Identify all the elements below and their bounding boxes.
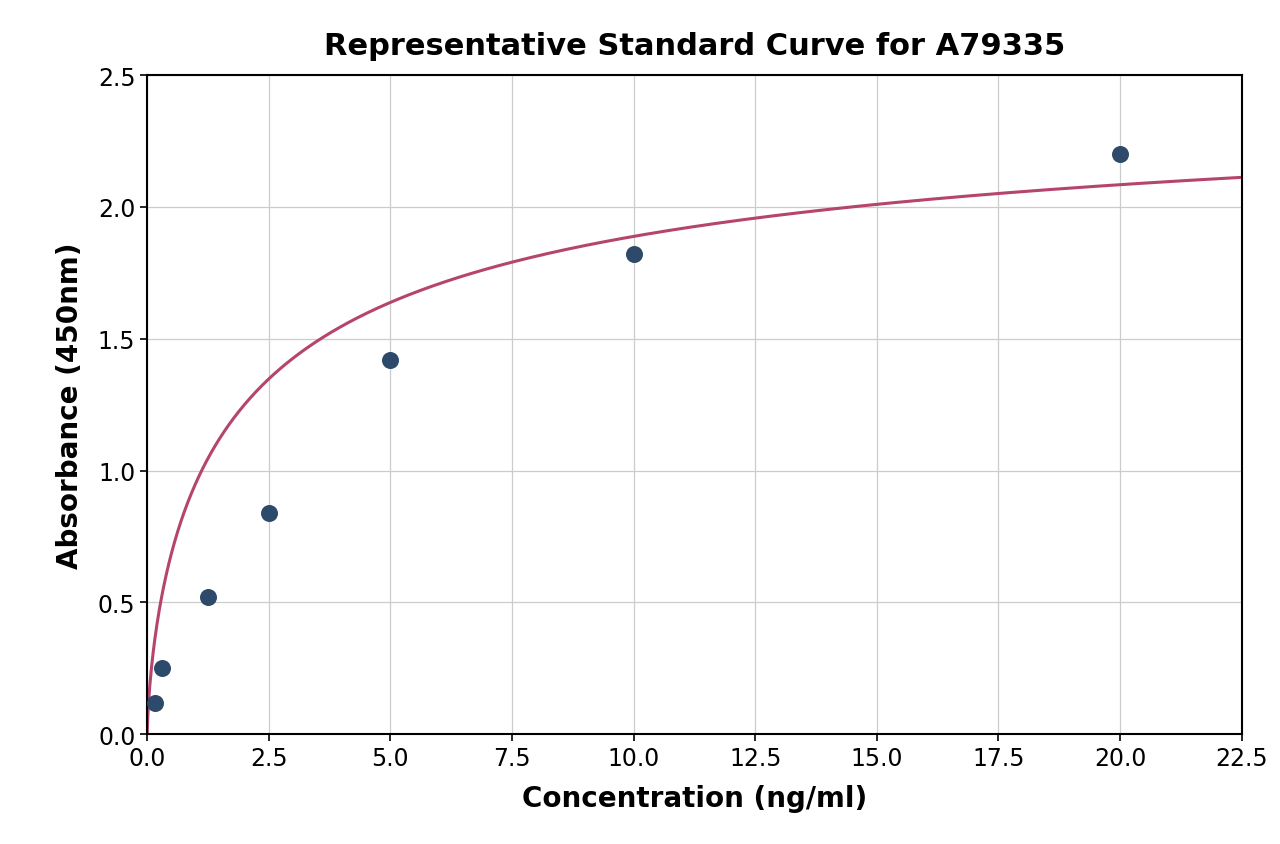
Point — [145, 696, 165, 710]
Point — [197, 591, 218, 604]
Point — [1110, 149, 1130, 162]
Y-axis label: Absorbance (450nm): Absorbance (450nm) — [56, 242, 84, 568]
Point — [380, 354, 401, 367]
Title: Representative Standard Curve for A79335: Representative Standard Curve for A79335 — [324, 32, 1065, 61]
Point — [152, 662, 173, 675]
X-axis label: Concentration (ng/ml): Concentration (ng/ml) — [522, 784, 867, 812]
Point — [259, 506, 279, 520]
Point — [623, 248, 644, 262]
